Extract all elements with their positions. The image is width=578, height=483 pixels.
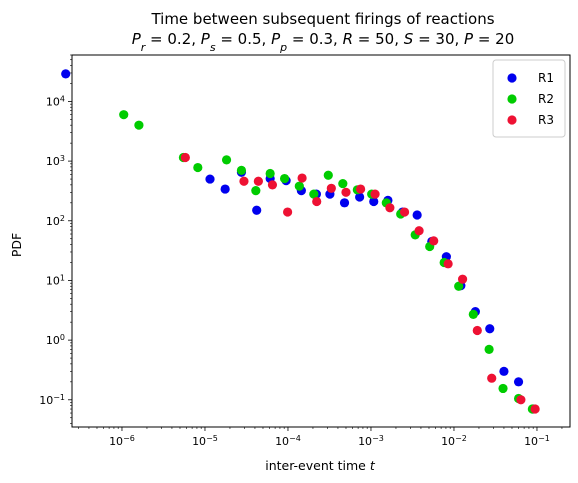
series-r3 [181,153,540,414]
x-tick-label: 10−1 [524,434,550,449]
data-point-r2 [338,179,347,188]
legend-marker-r1 [507,73,516,82]
data-point-r3 [473,326,482,335]
x-tick-label: 10−2 [441,434,467,449]
data-point-r3 [458,275,467,284]
series-r1 [61,69,538,413]
x-axis-label: inter-event time t [265,458,376,473]
data-point-r3 [298,173,307,182]
data-point-r1 [221,184,230,193]
x-tick-label: 10−6 [109,434,135,449]
data-point-r3 [283,207,292,216]
data-point-r3 [181,153,190,162]
data-point-r1 [413,210,422,219]
data-point-r1 [61,69,70,78]
data-point-r2 [251,186,260,195]
data-point-r3 [254,177,263,186]
data-point-r2 [222,155,231,164]
chart-title: Time between subsequent firings of react… [150,10,494,28]
data-point-r2 [134,121,143,130]
legend-label-r2: R2 [538,92,554,106]
data-point-r2 [498,384,507,393]
data-point-r3 [327,184,336,193]
y-tick-label: 104 [46,94,65,109]
chart-subtitle: Pr = 0.2, Ps = 0.5, Pp = 0.3, R = 50, S … [132,30,515,54]
data-point-r3 [385,203,394,212]
x-tick-label: 10−5 [192,434,218,449]
data-point-r1 [485,324,494,333]
data-point-r3 [531,404,540,413]
data-point-r3 [429,236,438,245]
data-point-r3 [444,259,453,268]
data-point-r2 [237,166,246,175]
data-point-r2 [469,310,478,319]
data-point-r1 [205,174,214,183]
y-tick-label: 102 [46,213,65,228]
y-tick-label: 101 [46,273,65,288]
y-tick-label: 103 [46,154,65,169]
data-point-r1 [514,377,523,386]
legend-label-r1: R1 [538,71,554,85]
data-point-r3 [239,177,248,186]
data-point-r3 [268,180,277,189]
legend-marker-r3 [507,115,516,124]
data-point-r3 [356,184,365,193]
legend-label-r3: R3 [538,113,554,127]
x-tick-label: 10−3 [358,434,384,449]
data-point-r1 [499,367,508,376]
data-point-r2 [485,345,494,354]
data-point-r3 [341,188,350,197]
legend: R1 R2 R3 [493,60,565,137]
data-point-r2 [324,171,333,180]
y-tick-label: 10−1 [39,392,65,407]
data-point-r1 [340,198,349,207]
legend-box [493,60,565,137]
data-point-r3 [400,207,409,216]
data-point-r3 [516,395,525,404]
data-point-r2 [280,174,289,183]
legend-marker-r2 [507,94,516,103]
data-point-r2 [119,110,128,119]
data-point-r3 [487,374,496,383]
plot-area: 10−6 10−5 10−4 10−3 10−2 10−1 10−1 100 101 102 103… [39,55,570,448]
y-axis-label: PDF [9,233,24,257]
data-point-r3 [414,226,423,235]
x-tick-label: 10−4 [275,434,301,449]
data-point-r3 [370,189,379,198]
data-point-r2 [295,182,304,191]
y-tick-label: 100 [46,333,65,348]
data-point-r2 [266,169,275,178]
data-point-r3 [312,197,321,206]
data-point-r1 [252,206,261,215]
data-point-r2 [193,163,202,172]
